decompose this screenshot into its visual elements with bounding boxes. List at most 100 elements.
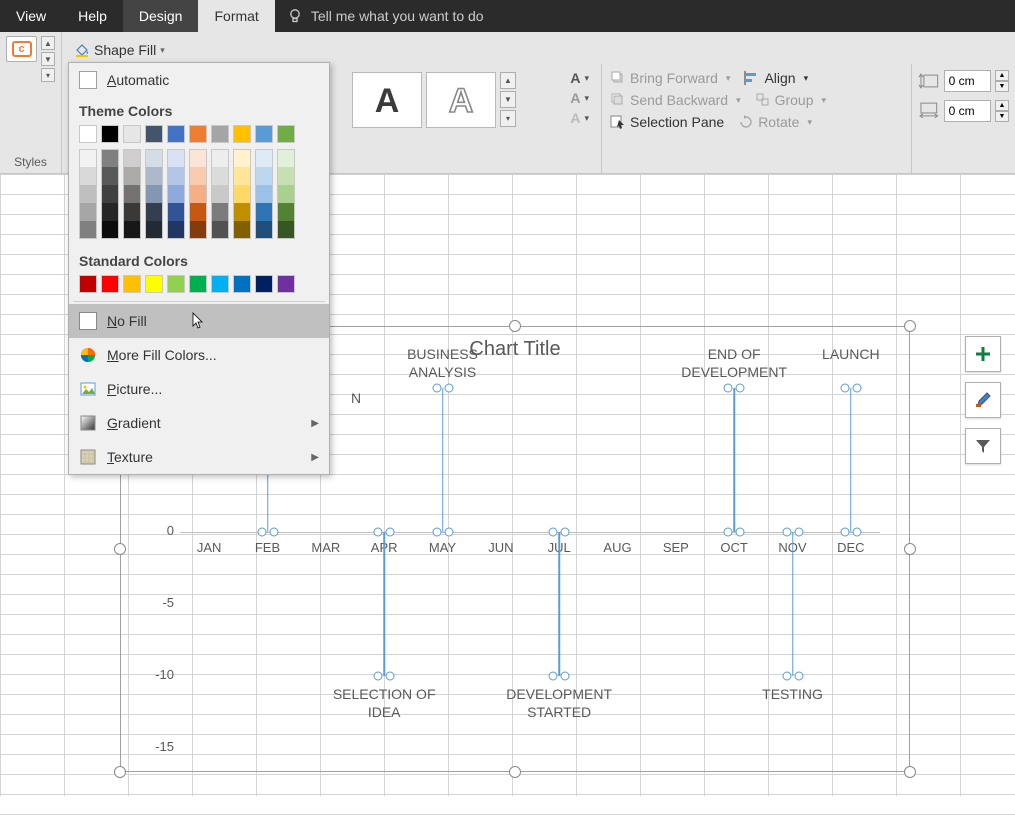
color-swatch[interactable]	[211, 203, 229, 221]
color-swatch[interactable]	[211, 167, 229, 185]
color-swatch[interactable]	[123, 149, 141, 167]
color-swatch[interactable]	[123, 275, 141, 293]
wordart-thumb-2[interactable]: A	[426, 72, 496, 128]
color-swatch[interactable]	[101, 203, 119, 221]
height-input[interactable]: 0 cm	[944, 70, 991, 92]
color-swatch[interactable]	[123, 203, 141, 221]
color-swatch[interactable]	[211, 149, 229, 167]
color-swatch[interactable]	[79, 125, 97, 143]
data-marker[interactable]	[852, 528, 861, 537]
shape-fill-button[interactable]: Shape Fill ▾	[68, 38, 171, 62]
color-swatch[interactable]	[101, 221, 119, 239]
shape-style-thumb[interactable]: c	[6, 36, 37, 62]
color-swatch[interactable]	[277, 275, 295, 293]
data-marker[interactable]	[840, 528, 849, 537]
color-swatch[interactable]	[167, 125, 185, 143]
color-swatch[interactable]	[277, 149, 295, 167]
width-spin-down[interactable]: ▼	[995, 111, 1009, 122]
width-spin-up[interactable]: ▲	[995, 100, 1009, 111]
gallery-more-button[interactable]: ▾	[41, 68, 55, 82]
color-swatch[interactable]	[255, 149, 273, 167]
wordart-down-button[interactable]: ▼	[500, 91, 516, 108]
height-spin-down[interactable]: ▼	[995, 81, 1009, 92]
tab-help[interactable]: Help	[62, 0, 123, 32]
color-swatch[interactable]	[211, 185, 229, 203]
texture-fill-item[interactable]: Texture ▶	[69, 440, 329, 474]
color-swatch[interactable]	[101, 275, 119, 293]
color-swatch[interactable]	[255, 185, 273, 203]
data-marker[interactable]	[432, 528, 441, 537]
wordart-more-button[interactable]: ▾	[500, 110, 516, 127]
automatic-color-item[interactable]: Automatic	[69, 63, 329, 97]
color-swatch[interactable]	[167, 275, 185, 293]
tell-me[interactable]: Tell me what you want to do	[275, 0, 496, 32]
data-marker[interactable]	[432, 384, 441, 393]
rotate-button[interactable]: Rotate▾	[738, 114, 812, 130]
data-marker[interactable]	[724, 528, 733, 537]
bring-forward-button[interactable]: Bring Forward▾	[610, 70, 730, 86]
gradient-fill-item[interactable]: Gradient ▶	[69, 406, 329, 440]
data-marker[interactable]	[736, 528, 745, 537]
color-swatch[interactable]	[145, 125, 163, 143]
group-button[interactable]: Group▾	[755, 92, 826, 108]
color-swatch[interactable]	[233, 185, 251, 203]
color-swatch[interactable]	[211, 275, 229, 293]
color-swatch[interactable]	[189, 185, 207, 203]
color-swatch[interactable]	[123, 125, 141, 143]
color-swatch[interactable]	[145, 149, 163, 167]
color-swatch[interactable]	[167, 185, 185, 203]
color-swatch[interactable]	[101, 185, 119, 203]
chart-styles-button[interactable]	[965, 382, 1001, 418]
color-swatch[interactable]	[211, 221, 229, 239]
color-swatch[interactable]	[189, 221, 207, 239]
data-marker[interactable]	[852, 384, 861, 393]
data-marker[interactable]	[549, 672, 558, 681]
color-swatch[interactable]	[233, 203, 251, 221]
wordart-up-button[interactable]: ▲	[500, 72, 516, 89]
data-marker[interactable]	[561, 528, 570, 537]
color-swatch[interactable]	[145, 167, 163, 185]
width-input[interactable]: 0 cm	[944, 100, 991, 122]
color-swatch[interactable]	[167, 203, 185, 221]
color-swatch[interactable]	[255, 167, 273, 185]
color-swatch[interactable]	[189, 203, 207, 221]
tab-format[interactable]: Format	[198, 0, 274, 32]
color-swatch[interactable]	[233, 167, 251, 185]
tab-view[interactable]: View	[0, 0, 62, 32]
color-swatch[interactable]	[277, 203, 295, 221]
chart-filters-button[interactable]	[965, 428, 1001, 464]
resize-handle-se[interactable]	[904, 766, 916, 778]
data-marker[interactable]	[794, 528, 803, 537]
data-marker[interactable]	[724, 384, 733, 393]
no-fill-item[interactable]: No Fill	[69, 304, 329, 338]
color-swatch[interactable]	[145, 275, 163, 293]
color-swatch[interactable]	[145, 185, 163, 203]
data-marker[interactable]	[374, 672, 383, 681]
data-marker[interactable]	[840, 384, 849, 393]
color-swatch[interactable]	[79, 167, 97, 185]
color-swatch[interactable]	[189, 149, 207, 167]
selection-pane-button[interactable]: Selection Pane	[610, 114, 724, 130]
data-marker[interactable]	[736, 384, 745, 393]
resize-handle-e[interactable]	[904, 543, 916, 555]
color-swatch[interactable]	[277, 185, 295, 203]
color-swatch[interactable]	[233, 125, 251, 143]
color-swatch[interactable]	[189, 275, 207, 293]
color-swatch[interactable]	[167, 149, 185, 167]
color-swatch[interactable]	[255, 125, 273, 143]
color-swatch[interactable]	[255, 221, 273, 239]
more-fill-colors-item[interactable]: More Fill Colors...	[69, 338, 329, 372]
data-marker[interactable]	[782, 672, 791, 681]
gallery-up-button[interactable]: ▲	[41, 36, 55, 50]
color-swatch[interactable]	[277, 167, 295, 185]
color-swatch[interactable]	[145, 221, 163, 239]
data-marker[interactable]	[386, 528, 395, 537]
gallery-down-button[interactable]: ▼	[41, 52, 55, 66]
color-swatch[interactable]	[79, 203, 97, 221]
resize-handle-sw[interactable]	[114, 766, 126, 778]
text-fill-button[interactable]: A▾	[570, 70, 589, 86]
color-swatch[interactable]	[255, 203, 273, 221]
data-marker[interactable]	[782, 528, 791, 537]
color-swatch[interactable]	[277, 221, 295, 239]
color-swatch[interactable]	[211, 125, 229, 143]
